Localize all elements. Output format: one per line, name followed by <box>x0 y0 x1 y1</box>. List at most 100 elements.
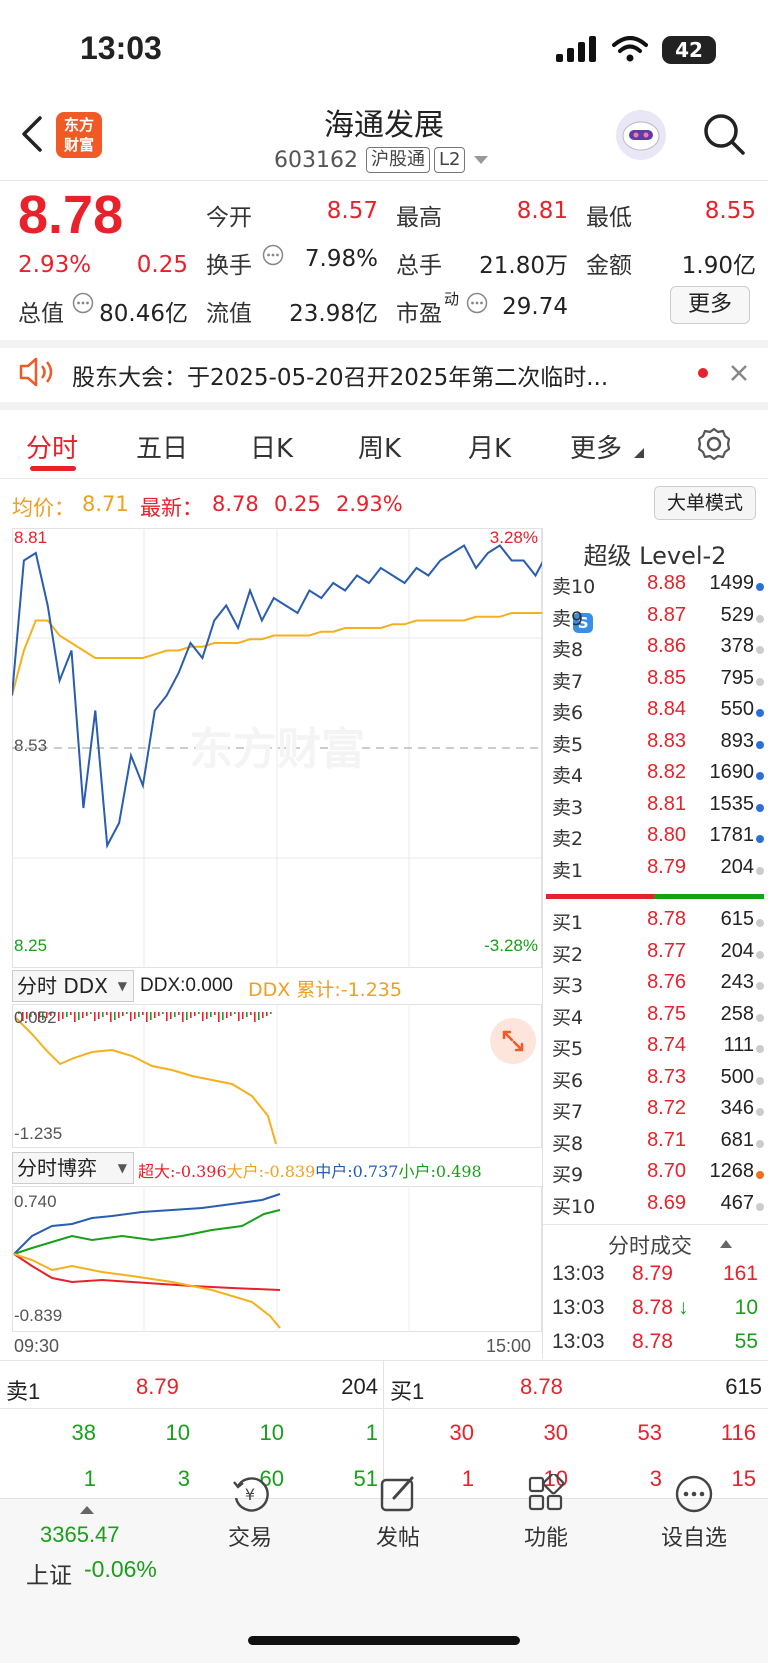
bids-price: 8.73 <box>647 1065 686 1088</box>
big-order-mode-button[interactable]: 大单模式 <box>654 486 756 520</box>
info-more-icon[interactable] <box>262 244 284 266</box>
bids-row[interactable]: 买5 8.74 111 <box>552 1034 764 1065</box>
ddx-bar <box>170 1012 172 1019</box>
collapse-icon[interactable] <box>720 1240 732 1248</box>
nav-add-watchlist[interactable]: 设自选 <box>634 1475 754 1552</box>
asks-row[interactable]: 卖2 8.80 1781 <box>552 824 764 855</box>
index-name[interactable]: 上证 <box>26 1563 72 1589</box>
game-chart[interactable] <box>12 1186 542 1332</box>
avg-value: 8.71 <box>82 492 129 516</box>
asks-row[interactable]: 卖3 8.81 1535 <box>552 793 764 824</box>
divider <box>0 340 768 348</box>
game-axis-top: 0.740 <box>14 1192 57 1211</box>
index-change[interactable]: -0.06% <box>84 1556 157 1582</box>
asks-price: 8.82 <box>647 761 686 783</box>
ddx-bar <box>202 1012 204 1021</box>
open-value: 8.57 <box>326 198 378 224</box>
tab-more[interactable]: 更多 <box>570 434 623 464</box>
info-more-icon[interactable] <box>466 292 488 314</box>
avg-label: 均价： <box>12 496 75 520</box>
mktcap-value: 80.46亿 <box>99 301 188 327</box>
asks-row[interactable]: 卖8 8.86 378 <box>552 635 764 666</box>
bids-row[interactable]: 买4 8.75 258 <box>552 1003 764 1034</box>
index-value[interactable]: 3365.47 <box>40 1522 120 1547</box>
tab-day-k[interactable]: 日K <box>250 434 294 464</box>
bids-row[interactable]: 买8 8.71 681 <box>552 1129 764 1160</box>
nav-post[interactable]: 发帖 <box>338 1476 458 1552</box>
asks-label: 卖3 <box>552 796 584 819</box>
asks-price: 8.86 <box>647 635 686 657</box>
search-icon[interactable] <box>702 112 746 156</box>
bids-row[interactable]: 买7 8.72 346 <box>552 1097 764 1128</box>
bids-row[interactable]: 买9 8.70 1268 <box>552 1160 764 1191</box>
avg-price-line <box>12 612 542 696</box>
bids-price: 8.70 <box>647 1160 686 1182</box>
ddx-bar <box>94 1012 96 1021</box>
more-button[interactable]: 更多 <box>670 286 750 324</box>
tab-month-k[interactable]: 月K <box>468 434 512 464</box>
ddx-bar <box>26 1012 28 1019</box>
tab-week-k[interactable]: 周K <box>358 434 402 464</box>
ticks-title[interactable]: 分时成交 <box>608 1234 692 1258</box>
bids-label: 买6 <box>552 1069 584 1092</box>
nav-function[interactable]: 功能 <box>486 1474 606 1552</box>
ddx-bar <box>178 1012 180 1015</box>
turnover-label: 换手 <box>206 253 252 279</box>
back-arrow-icon[interactable] <box>20 114 44 154</box>
bids-row[interactable]: 买6 8.73 500 <box>552 1066 764 1097</box>
bid-queue-cell: 30 <box>543 1420 568 1445</box>
tab-fenshi[interactable]: 分时 <box>26 434 79 464</box>
open-label: 今开 <box>206 205 252 231</box>
asks-row[interactable]: 卖9 8.87 529 <box>552 604 764 635</box>
nav-trade[interactable]: ¥ 交易 <box>190 1477 310 1552</box>
ddx-bar <box>222 1012 224 1020</box>
bids-volume: 204 <box>720 939 754 962</box>
bids-row[interactable]: 买10 8.69 467 <box>552 1192 764 1223</box>
close-icon[interactable] <box>730 364 748 382</box>
expand-up-icon[interactable] <box>80 1504 94 1514</box>
pe-superscript: 动 <box>444 290 460 308</box>
connect-tag: 沪股通 <box>366 147 430 173</box>
intraday-chart[interactable]: 东方财富 <box>12 528 542 968</box>
notice-text[interactable]: 股东大会：于2025-05-20召开2025年第二次临时... <box>72 365 609 391</box>
ddx-bar <box>234 1012 236 1014</box>
ddx-bar <box>134 1012 136 1019</box>
ddx-bar <box>254 1012 256 1022</box>
bids-row[interactable]: 买3 8.76 243 <box>552 971 764 1002</box>
game-selector[interactable]: 分时博弈 ▼ <box>12 1152 134 1184</box>
asks-row[interactable]: 卖6 8.84 550 <box>552 698 764 729</box>
ddx-selector[interactable]: 分时 DDX ▼ <box>12 970 134 1002</box>
bids-price: 8.77 <box>647 939 686 962</box>
asks-row[interactable]: 卖4 8.82 1690 <box>552 761 764 792</box>
level2-title[interactable]: 超级 Level-2 <box>583 542 727 570</box>
asks-row[interactable]: 卖10 8.88 1499 <box>552 572 764 603</box>
ddx-bar <box>194 1012 196 1016</box>
asks-label: 卖6 <box>552 702 584 724</box>
robot-assistant-icon[interactable] <box>616 110 666 160</box>
dropdown-icon[interactable] <box>474 156 488 166</box>
order-flag-dot <box>756 1013 764 1022</box>
pe-value: 29.74 <box>502 294 568 320</box>
asks-row[interactable]: 卖1 8.79 204 <box>552 856 764 887</box>
ddx-bar <box>242 1012 244 1019</box>
expand-icon[interactable] <box>490 1018 536 1064</box>
tick-price: 8.79 <box>632 1262 673 1285</box>
info-more-icon[interactable] <box>72 292 94 314</box>
ddx-chart[interactable] <box>12 1004 542 1148</box>
speaker-icon <box>19 357 53 387</box>
asks-price: 8.84 <box>647 698 686 720</box>
grid-icon <box>528 1474 565 1511</box>
ddx-bar <box>198 1012 200 1014</box>
order-flag-dot <box>756 803 764 812</box>
bids-label: 买8 <box>552 1132 584 1155</box>
bids-row[interactable]: 买1 8.78 615 <box>552 908 764 939</box>
s-marker-icon[interactable]: S <box>573 613 594 633</box>
asks-row[interactable]: 卖7 8.85 795 <box>552 667 764 698</box>
tab-five-day[interactable]: 五日 <box>136 434 189 464</box>
l1-bid-vol: 615 <box>725 1374 762 1399</box>
eastmoney-logo[interactable]: 东方 财富 <box>56 112 102 158</box>
volume-value: 21.80万 <box>479 253 568 279</box>
asks-row[interactable]: 卖5 8.83 893 <box>552 730 764 761</box>
bids-row[interactable]: 买2 8.77 204 <box>552 940 764 971</box>
settings-gear-icon[interactable] <box>696 426 732 462</box>
